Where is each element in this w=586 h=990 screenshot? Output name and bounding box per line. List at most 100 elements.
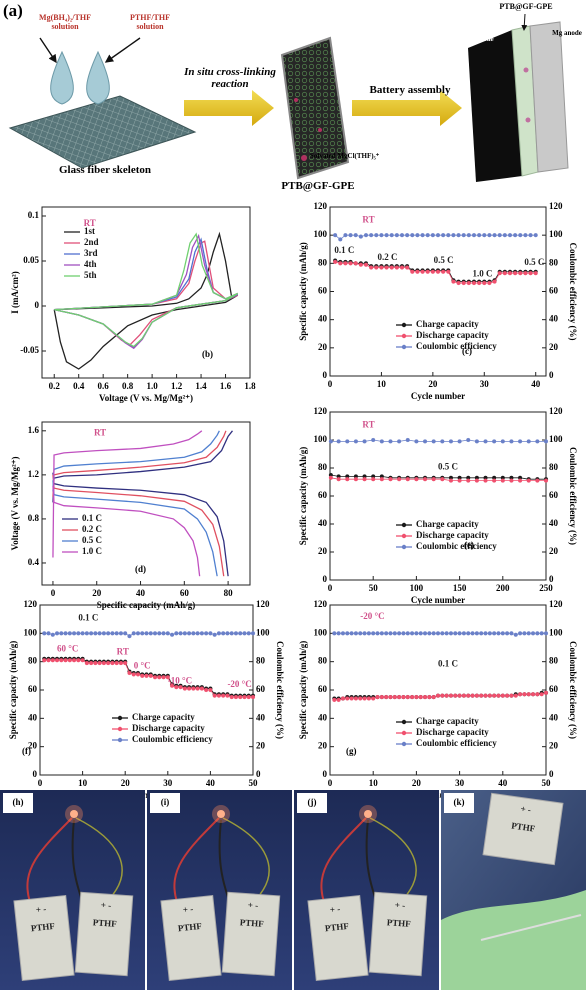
data-point [375, 631, 380, 636]
data-point [384, 233, 389, 238]
y-tick-label: 20 [318, 741, 328, 751]
data-point [444, 693, 449, 698]
y2-tick-label: 0 [549, 769, 554, 779]
annotation: RT [84, 218, 96, 228]
data-point [405, 477, 410, 482]
x-tick-label: 0 [328, 778, 333, 788]
data-point [435, 631, 441, 636]
wire [26, 817, 73, 903]
x-tick-label: 30 [480, 379, 490, 389]
data-point [483, 693, 488, 698]
photo: + - PTHF + - PTHF (j) [294, 790, 439, 990]
plot-frame [39, 604, 254, 776]
data-point [397, 631, 402, 636]
y2-tick-label: 20 [549, 342, 559, 352]
x-axis-label: Cycle number [411, 391, 465, 401]
data-point [435, 233, 441, 238]
data-point [509, 693, 514, 698]
data-point [474, 631, 479, 636]
data-point [482, 233, 487, 238]
data-point [415, 269, 420, 274]
pouch-label: PTHF [239, 917, 264, 929]
panel-letter: (c) [462, 346, 472, 356]
y2-tick-label: 80 [549, 257, 559, 267]
photo-letter: (h) [13, 797, 24, 807]
y-tick-label: 80 [318, 656, 328, 666]
annotation: RT [94, 427, 106, 437]
data-point [353, 477, 358, 482]
data-point [363, 262, 369, 267]
y2-tick-label: 20 [549, 546, 559, 556]
data-point [394, 265, 399, 270]
data-point [336, 631, 341, 636]
data-point [474, 478, 479, 483]
data-point [67, 631, 72, 636]
wire [365, 819, 377, 901]
process-arrow [352, 90, 462, 126]
data-point [50, 658, 55, 663]
led [364, 810, 372, 818]
pouch-sign: + - [247, 900, 258, 911]
y-tick-label: 60 [318, 490, 328, 500]
pouch-label: PTHF [30, 921, 55, 934]
y-axis-label: I (mA/cm²) [10, 271, 20, 313]
data-point [204, 687, 209, 693]
step-label: Battery assembly [369, 84, 451, 96]
data-point [80, 631, 85, 636]
legend-label: Charge capacity [416, 319, 479, 329]
legend-marker [401, 533, 407, 539]
data-point [528, 271, 533, 276]
data-point [338, 261, 343, 266]
data-point [170, 632, 175, 637]
pouch-sign: + - [394, 900, 405, 911]
legend-marker [401, 741, 407, 747]
data-point [518, 271, 523, 276]
y2-tick-label: 0 [256, 769, 261, 779]
data-point [441, 269, 446, 274]
data-point [50, 632, 55, 637]
y-tick-label: 120 [24, 599, 38, 609]
data-point [338, 237, 343, 242]
legend-marker [401, 333, 407, 339]
data-point [431, 631, 436, 636]
legend-marker [401, 322, 407, 328]
data-point [208, 687, 213, 693]
annotation: -10 °C [168, 676, 192, 686]
data-point [89, 631, 94, 636]
y-tick-label: 120 [314, 599, 328, 609]
data-point [477, 233, 482, 238]
data-point [427, 631, 432, 636]
data-point [492, 693, 497, 698]
data-point [54, 658, 60, 663]
data-point [72, 631, 77, 636]
data-point [528, 233, 533, 238]
data-point [397, 695, 402, 700]
y2-tick-label: 0 [549, 574, 554, 584]
data-point [89, 661, 94, 666]
y-tick-label: 80 [28, 656, 38, 666]
x-tick-label: 60 [180, 588, 190, 598]
solution-label: PTHF/THF solution [130, 13, 170, 31]
legend-label: Charge capacity [132, 712, 195, 722]
data-point [353, 439, 358, 444]
x-tick-label: 20 [121, 778, 131, 788]
pouch-sign: + - [100, 900, 111, 911]
pouch-body [368, 891, 428, 977]
data-point [388, 477, 393, 482]
data-point [384, 695, 389, 700]
data-point [397, 477, 402, 482]
data-point [182, 686, 187, 691]
pouch-cell: + - PTHF [74, 891, 134, 977]
data-point [496, 631, 501, 636]
y2-tick-label: 80 [549, 656, 559, 666]
data-point [418, 631, 423, 636]
x-tick-label: 50 [369, 583, 379, 593]
legend-marker [401, 344, 407, 350]
pouch-cell: + - PTHF [13, 894, 75, 982]
data-point [474, 439, 479, 444]
y-tick-label: 0 [35, 300, 40, 310]
data-point [389, 265, 394, 270]
y-tick-label: 0 [323, 574, 328, 584]
data-point [441, 233, 446, 238]
pouch-label: PTHF [177, 921, 202, 934]
